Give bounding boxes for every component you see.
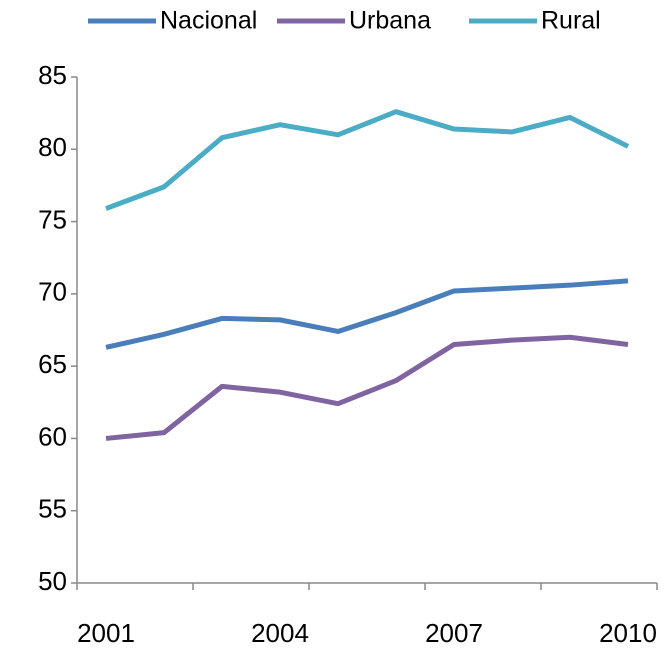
y-tick-label: 50 xyxy=(38,566,67,596)
x-tick-label: 2007 xyxy=(425,618,483,648)
x-tick-label: 2004 xyxy=(251,618,309,648)
legend-label: Urbana xyxy=(349,7,431,35)
y-tick-label: 55 xyxy=(38,494,67,524)
y-tick-label: 65 xyxy=(38,349,67,379)
legend-label: Nacional xyxy=(160,7,257,35)
y-tick-label: 60 xyxy=(38,421,67,451)
y-tick-label: 75 xyxy=(38,204,67,234)
y-tick-label: 80 xyxy=(38,132,67,162)
x-tick-label: 2001 xyxy=(77,618,135,648)
y-tick-label: 70 xyxy=(38,277,67,307)
series-line xyxy=(105,278,629,350)
legend-label: Rural xyxy=(541,7,601,35)
series-line xyxy=(105,109,630,211)
x-tick-label: 2010 xyxy=(599,618,657,648)
series-line xyxy=(105,334,629,441)
y-tick-label: 85 xyxy=(38,60,67,90)
